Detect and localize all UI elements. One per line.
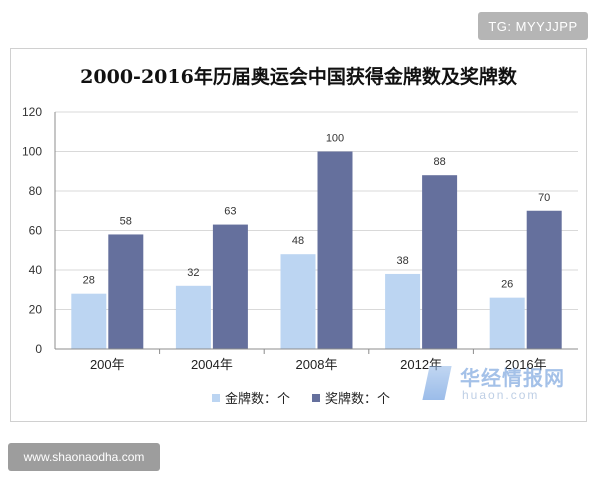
- bar-total: [317, 151, 353, 349]
- y-tick-label: 20: [29, 303, 43, 317]
- legend-label: 金牌数：个: [225, 391, 290, 406]
- legend-swatch: [312, 394, 320, 402]
- y-tick-label: 0: [35, 342, 42, 356]
- bar-gold: [71, 293, 107, 349]
- y-tick-label: 120: [22, 105, 42, 119]
- data-label: 32: [187, 267, 199, 279]
- x-tick-label: 2004年: [191, 357, 233, 372]
- legend-swatch: [212, 394, 220, 402]
- bar-total: [108, 234, 144, 349]
- data-label: 58: [120, 215, 132, 227]
- data-label: 63: [224, 206, 236, 218]
- tag-badge: TG: MYYJJPP: [478, 12, 588, 40]
- data-label: 26: [501, 279, 513, 291]
- x-tick-label: 200年: [90, 357, 125, 372]
- data-label: 100: [326, 133, 344, 145]
- data-label: 48: [292, 235, 304, 247]
- url-badge: www.shaonaodha.com: [8, 443, 160, 471]
- data-label: 38: [396, 255, 408, 267]
- bar-total: [422, 175, 458, 349]
- x-tick-label: 2008年: [296, 357, 338, 372]
- y-tick-label: 40: [29, 263, 43, 277]
- data-label: 28: [83, 275, 95, 287]
- legend-layer: 金牌数：个 奖牌数：个: [212, 391, 390, 406]
- bar-total: [526, 210, 562, 349]
- y-tick-label: 60: [29, 224, 43, 238]
- bar-gold: [385, 273, 421, 349]
- data-label: 88: [433, 156, 445, 168]
- label-layer: 28 58 32 63 48 100 38 88 26 70: [83, 133, 551, 291]
- y-tick-label: 80: [29, 184, 43, 198]
- bar-gold: [175, 285, 211, 349]
- chart-frame: [10, 48, 587, 422]
- x-tick-label: 2016年: [505, 357, 547, 372]
- legend-label: 奖牌数：个: [325, 391, 390, 406]
- y-tick-label: 100: [22, 145, 42, 159]
- bar-gold: [280, 254, 316, 349]
- bar-total: [212, 224, 248, 349]
- axis-layer: 0 20 40 60 80 100 120 200年 2004年 2008年 2012年 2016年: [22, 105, 578, 372]
- bar-layer: [71, 151, 562, 349]
- x-tick-label: 2012年: [400, 357, 442, 372]
- chart-title: 2000-2016年历届奥运会中国获得金牌数及奖牌数: [80, 66, 517, 88]
- bar-gold: [489, 297, 525, 349]
- data-label: 70: [538, 192, 550, 204]
